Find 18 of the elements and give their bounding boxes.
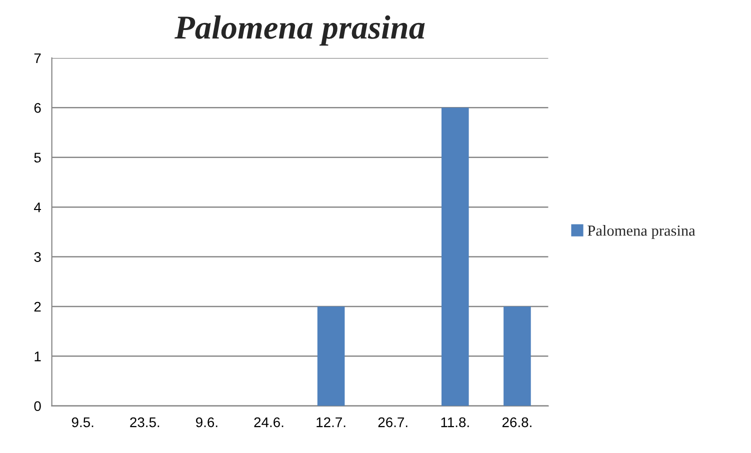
x-tick-label: 9.5. (72, 417, 94, 428)
y-tick-label: 1 (34, 352, 41, 362)
y-tick-label: 2 (34, 302, 41, 312)
x-tick-label: 24.6. (254, 417, 284, 428)
chart-title: Palomena prasina (174, 15, 425, 46)
y-tick-label: 6 (34, 103, 41, 113)
x-tick-label: 26.7. (378, 417, 408, 428)
y-tick-label: 5 (34, 152, 41, 163)
y-tick-label: 3 (34, 252, 41, 262)
x-tick-label: 9.6. (196, 417, 218, 428)
legend-label: Palomena prasina (588, 225, 696, 239)
x-tick-label: 11.8. (441, 417, 469, 428)
y-tick-label: 0 (34, 401, 41, 412)
y-tick-label: 7 (34, 53, 41, 64)
x-tick-label: 12.7. (316, 417, 346, 428)
y-tick-label: 4 (34, 202, 41, 212)
x-tick-label: 26.8. (502, 417, 532, 428)
x-tick-label: 23.5. (130, 417, 160, 428)
